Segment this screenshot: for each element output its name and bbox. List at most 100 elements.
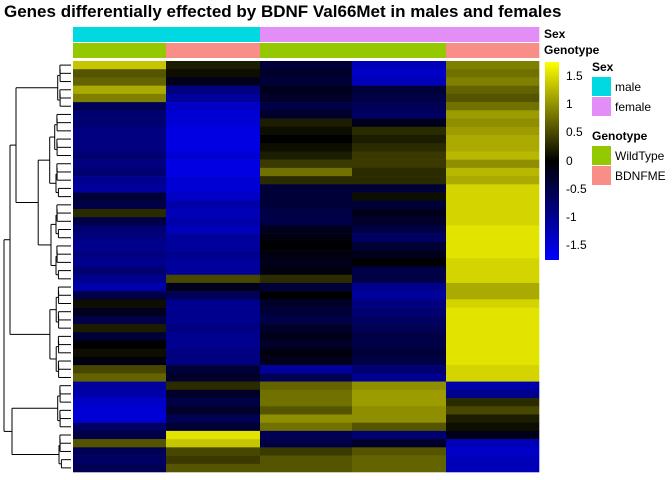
heatmap-cell [73, 77, 167, 86]
heatmap-cell [260, 250, 353, 259]
heatmap-cell [166, 143, 261, 152]
annotation-sex-block [352, 27, 447, 42]
heatmap-cell [73, 258, 167, 267]
heatmap-cell [260, 93, 353, 103]
heatmap-cell [352, 110, 447, 119]
heatmap-cell [260, 233, 353, 243]
heatmap-cell [73, 110, 167, 119]
annotation-label-sex: Sex [544, 27, 566, 41]
heatmap-cell [166, 110, 261, 119]
heatmap-cell [260, 274, 353, 284]
heatmap-cell [446, 77, 540, 86]
heatmap-cell [73, 406, 167, 415]
heatmap-cell [73, 93, 167, 103]
heatmap-cell [446, 134, 540, 144]
heatmap-cell [352, 332, 447, 341]
heatmap-cell [166, 381, 261, 391]
heatmap-cell [352, 176, 447, 185]
heatmap-cell [73, 365, 167, 374]
heatmap-cell [73, 159, 167, 169]
heatmap-cell [260, 118, 353, 128]
heatmap-cell [166, 414, 261, 423]
annotation-sex-block [446, 27, 540, 42]
heatmap-cell [352, 455, 447, 465]
heatmap-cell [352, 102, 447, 111]
heatmap-cell [446, 258, 540, 267]
heatmap-cell [73, 266, 167, 276]
heatmap-cell [166, 422, 261, 432]
heatmap-cell [73, 299, 167, 308]
legend-swatch-female [592, 97, 611, 116]
heatmap-cell [446, 348, 540, 358]
heatmap-cell [260, 389, 353, 399]
heatmap-cell [260, 365, 353, 374]
annotation-tracks [73, 27, 540, 58]
heatmap-cell [260, 324, 353, 333]
heatmap-cell [352, 85, 447, 95]
heatmap-cell [73, 143, 167, 152]
heatmap-cell [166, 200, 261, 210]
heatmap-cell [352, 159, 447, 169]
heatmap-cell [166, 61, 261, 70]
heatmap-cell [166, 274, 261, 284]
heatmap-cell [446, 332, 540, 341]
colorbar-tick: 0 [566, 154, 573, 168]
heatmap-cell [73, 439, 167, 448]
heatmap-cell [446, 455, 540, 465]
heatmap-cells [73, 61, 540, 473]
heatmap-cell [446, 356, 540, 366]
heatmap-cell [73, 250, 167, 259]
heatmap-cell [166, 233, 261, 243]
heatmap-cell [166, 85, 261, 95]
heatmap-cell [260, 307, 353, 317]
heatmap-cell [352, 143, 447, 152]
heatmap-cell [352, 61, 447, 70]
heatmap-cell [73, 340, 167, 349]
heatmap-cell [352, 266, 447, 276]
heatmap-cell [73, 85, 167, 95]
heatmap-cell [260, 315, 353, 325]
heatmap-cell [446, 266, 540, 276]
heatmap-cell [73, 134, 167, 144]
row-dendrogram [3, 64, 71, 469]
heatmap-cell [166, 315, 261, 325]
heatmap-cell [352, 217, 447, 226]
heatmap-cell [166, 398, 261, 407]
heatmap-cell [260, 192, 353, 202]
heatmap-cell [446, 422, 540, 432]
heatmap-cell [166, 365, 261, 374]
heatmap-cell [446, 61, 540, 70]
heatmap-cell [352, 151, 447, 160]
heatmap-cell [446, 389, 540, 399]
annotation-sex-block [166, 27, 261, 42]
heatmap-cell [260, 143, 353, 152]
heatmap-cell [73, 398, 167, 407]
chart-title: Genes differentially effected by BDNF Va… [4, 2, 561, 21]
heatmap-cell [166, 102, 261, 111]
heatmap-cell [260, 151, 353, 160]
heatmap-cell [73, 381, 167, 391]
heatmap-cell [166, 291, 261, 300]
heatmap-cell [446, 200, 540, 210]
heatmap-cell [352, 134, 447, 144]
colorbar [545, 62, 559, 260]
heatmap-cell [73, 184, 167, 193]
heatmap-cell [446, 307, 540, 317]
heatmap-cell [73, 422, 167, 432]
heatmap-cell [352, 307, 447, 317]
heatmap-cell [352, 324, 447, 333]
heatmap-cell [446, 282, 540, 292]
heatmap-cell [260, 110, 353, 119]
heatmap-cell [446, 69, 540, 78]
heatmap-cell [260, 291, 353, 300]
heatmap-cell [446, 225, 540, 234]
annotation-genotype-block [73, 43, 167, 58]
heatmap-cell [352, 299, 447, 308]
heatmap-cell [166, 134, 261, 144]
heatmap-cell [352, 356, 447, 366]
heatmap-cell [446, 143, 540, 152]
heatmap-cell [260, 282, 353, 292]
legend-label-male: male [615, 80, 641, 94]
heatmap-cell [73, 241, 167, 251]
heatmap-cell [260, 258, 353, 267]
